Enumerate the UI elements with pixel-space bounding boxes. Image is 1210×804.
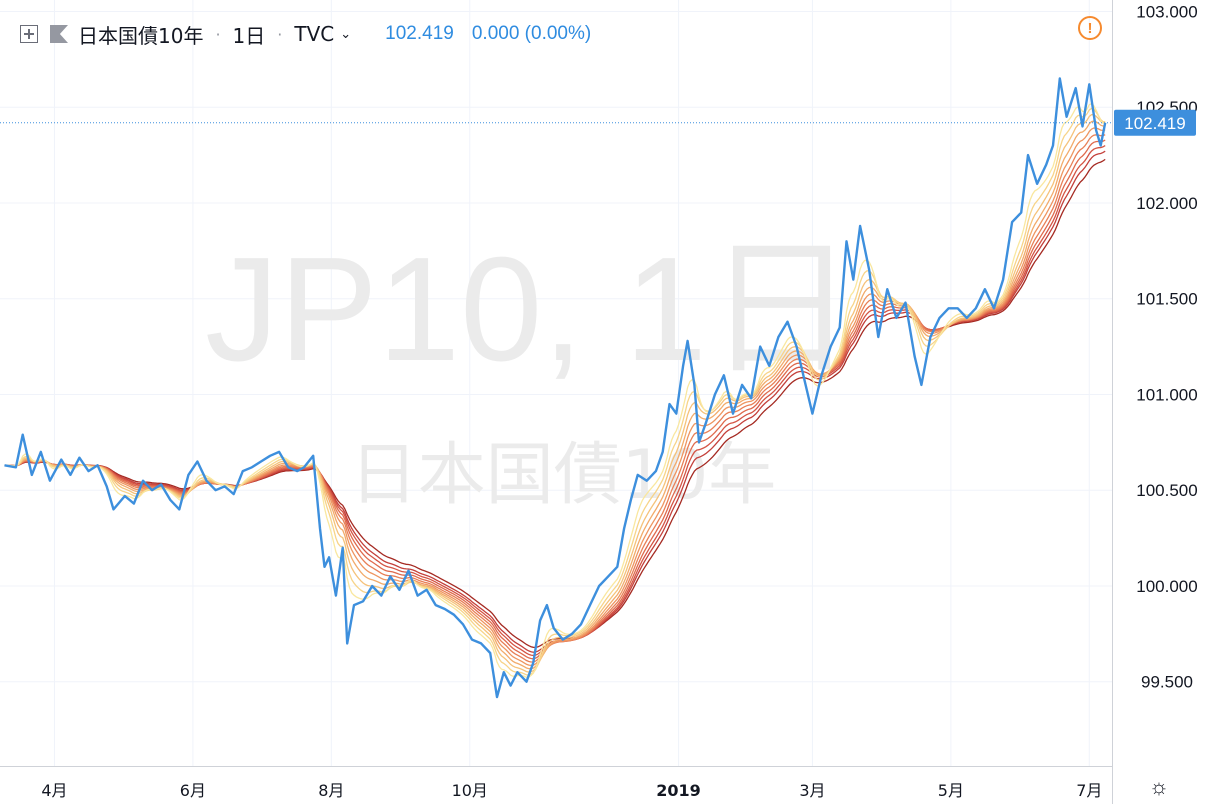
watermark-line2: 日本国債10年 (350, 436, 777, 515)
vertical-gridlines (53, 0, 1090, 766)
symbol-name[interactable]: 日本国債10年 (78, 23, 204, 48)
x-tick-label: 10月 (452, 781, 488, 800)
x-tick-label: 2019 (656, 781, 701, 800)
y-tick-label: 103.000 (1136, 2, 1197, 21)
time-axis[interactable]: 4月 6月 8月 10月 2019 3月 5月 7月 (41, 781, 1102, 800)
price-line (4, 77, 1107, 699)
y-tick-label: 99.500 (1141, 673, 1193, 692)
warning-icon[interactable]: ! (1078, 16, 1102, 40)
ma-line (4, 139, 1106, 660)
x-tick-label: 4月 (41, 781, 67, 800)
x-tick-label: 5月 (938, 781, 964, 800)
interval-label[interactable]: 1日 (232, 23, 266, 48)
y-tick-label: 100.500 (1136, 481, 1197, 500)
separator-dot: · (215, 24, 221, 44)
flag-icon[interactable] (50, 25, 68, 43)
watermark-line1: JP10, 1日 (205, 227, 855, 392)
x-tick-label: 8月 (318, 781, 344, 800)
price-change-value: 0.000 (0.00%) (471, 23, 592, 44)
x-tick-label: 6月 (180, 781, 206, 800)
ma-line (4, 145, 1106, 657)
x-tick-label: 3月 (799, 781, 825, 800)
price-axis[interactable]: 99.500 100.000 100.500 101.000 101.500 102.00… (1136, 2, 1197, 691)
ma-line (4, 127, 1106, 667)
last-price-label: 102.419 (1114, 109, 1196, 136)
separator-dot: · (277, 24, 283, 44)
exchange-selector[interactable]: TVC ⌄ (294, 22, 351, 46)
chevron-down-icon: ⌄ (340, 26, 352, 42)
x-tick-label: 7月 (1076, 781, 1102, 800)
expand-icon[interactable] (20, 25, 38, 43)
ma-ribbon (4, 102, 1106, 678)
exchange-label: TVC (294, 22, 335, 46)
y-tick-label: 101.500 (1136, 290, 1197, 309)
last-price-value: 102.419 (385, 23, 454, 44)
y-tick-label: 100.000 (1136, 577, 1197, 596)
settings-icon[interactable]: ☼ (1148, 774, 1170, 799)
y-tick-label: 101.000 (1136, 385, 1197, 404)
y-tick-label: 102.000 (1136, 194, 1197, 213)
legend-toolbar: 日本国債10年 · 1日 · TVC ⌄ 102.419 0.000 (0.00… (20, 18, 591, 50)
last-price-label-text: 102.419 (1124, 114, 1185, 133)
ma-line (4, 134, 1106, 663)
ma-line (4, 113, 1106, 673)
